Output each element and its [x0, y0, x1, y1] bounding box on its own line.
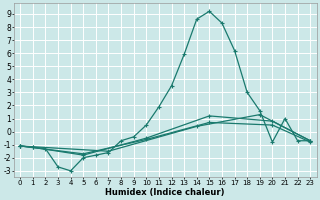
X-axis label: Humidex (Indice chaleur): Humidex (Indice chaleur)	[106, 188, 225, 197]
